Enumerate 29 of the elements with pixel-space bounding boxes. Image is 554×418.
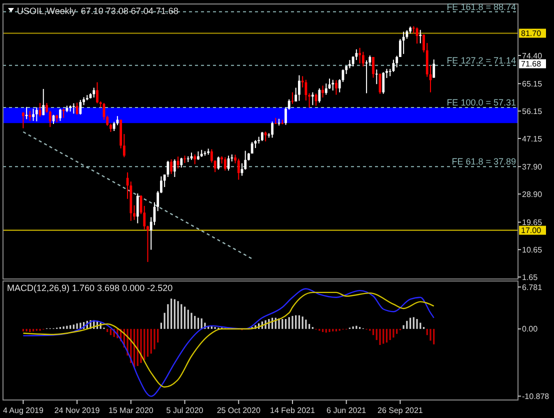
ref-line-label: FE 161.8 = 88.74 — [446, 2, 516, 12]
y-tick-label: 65.15 — [522, 79, 543, 88]
y-tick-label: 10.65 — [522, 245, 543, 254]
ref-line-label: FE 100.0 = 57.31 — [446, 98, 516, 108]
chart-title: MACD(12,26,9) 1.760 3.698 0.000 -2.520 — [7, 283, 173, 293]
x-tick-label: 24 Nov 2019 — [54, 406, 100, 415]
x-tick-label: 5 Jul 2020 — [166, 406, 204, 415]
y-tick-label: 1.65 — [522, 272, 538, 282]
x-tick-label: 15 Mar 2020 — [108, 406, 154, 415]
y-tick-label: 0.00 — [522, 324, 538, 334]
ref-line-label: 17.00 — [521, 226, 542, 236]
y-tick-label: -10.878 — [522, 392, 550, 401]
y-tick-label: 19.65 — [522, 218, 543, 228]
x-tick-label: 6 Jun 2021 — [326, 406, 367, 415]
y-tick-label: 47.15 — [522, 134, 543, 144]
y-tick-label: 56.15 — [522, 106, 543, 116]
ref-line-label: FE 61.8 = 37.89 — [452, 156, 516, 167]
x-tick-label: 4 Aug 2019 — [2, 406, 44, 415]
x-tick-label: 26 Sep 2021 — [378, 406, 424, 415]
y-tick-label: 37.90 — [522, 162, 543, 172]
y-tick-label: 6.781 — [522, 282, 543, 292]
chart-title: USOIL,Weekly 67.10 73.08 67.04 71.68 — [17, 6, 178, 16]
x-tick-label: 14 Feb 2021 — [270, 406, 316, 415]
y-tick-label: 28.90 — [522, 190, 543, 199]
ref-line-label: 81.70 — [521, 29, 542, 38]
ref-line-label: FE 127.2 = 71.14 — [446, 55, 516, 66]
text: 71.68 — [521, 60, 542, 69]
x-tick-label: 25 Oct 2020 — [216, 406, 261, 415]
y-tick-label: 74.40 — [522, 51, 543, 60]
